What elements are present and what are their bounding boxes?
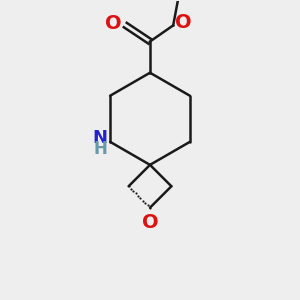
Text: H: H (94, 140, 108, 158)
Text: N: N (93, 129, 108, 147)
Text: O: O (175, 13, 191, 32)
Text: O: O (105, 14, 122, 33)
Text: O: O (142, 213, 158, 232)
